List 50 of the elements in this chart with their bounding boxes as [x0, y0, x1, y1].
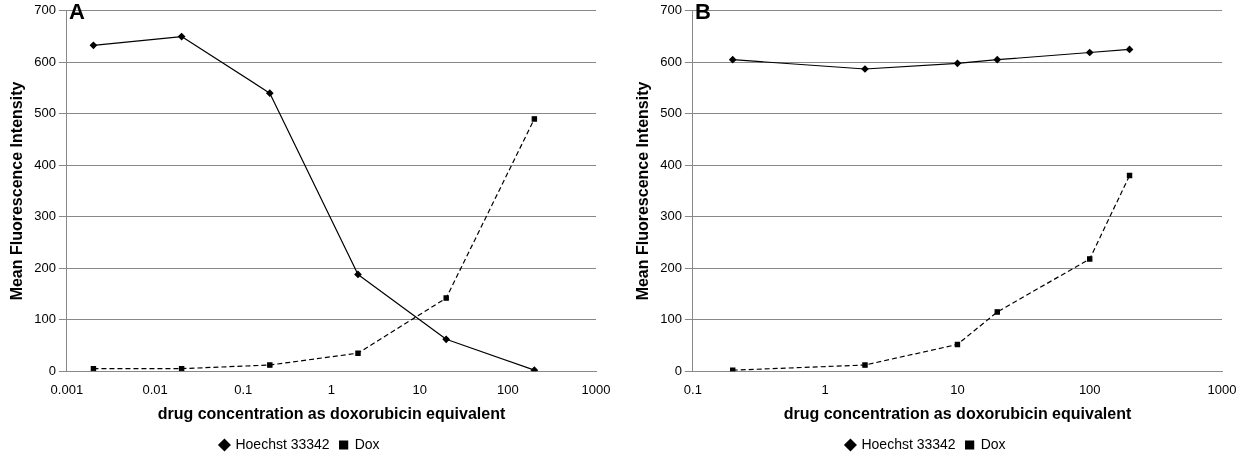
- y-tick-label: 300: [660, 208, 682, 224]
- point: [89, 41, 98, 49]
- y-tick-label: 600: [34, 53, 56, 69]
- y-tick-label: 700: [34, 2, 56, 18]
- y-tick-label: 100: [34, 311, 56, 327]
- x-tick-label: 100: [1078, 381, 1101, 397]
- point: [90, 365, 97, 372]
- x-tick-label: 0.1: [683, 381, 702, 397]
- point: [178, 32, 186, 41]
- y-axis-title: Mean Fluorescence Intensity: [8, 81, 26, 301]
- y-tick-label: 500: [34, 105, 56, 121]
- annotation: B: [694, 0, 711, 25]
- x-tick-label: 10: [950, 381, 965, 397]
- y-tick-label: 300: [34, 208, 56, 224]
- point: [267, 362, 273, 368]
- point: [442, 335, 450, 343]
- x-tick-label: 0.001: [50, 381, 84, 397]
- y-tick-label: 400: [34, 156, 56, 172]
- legend-label: Dox: [354, 435, 380, 452]
- y-tick-label: 0: [48, 362, 56, 378]
- point: [266, 89, 274, 97]
- x-tick-label: 1000: [1207, 381, 1237, 397]
- annotation: A: [68, 0, 85, 25]
- y-tick-label: 600: [660, 53, 682, 69]
- point: [530, 366, 538, 372]
- x-tick-label: 1: [327, 381, 336, 397]
- y-tick-label: 100: [660, 311, 682, 327]
- y-tick-label: 400: [660, 156, 682, 172]
- y-tick-label: 200: [660, 259, 682, 275]
- y-tick-label: 0: [674, 362, 682, 378]
- x-tick-label: 1000: [581, 381, 611, 397]
- x-tick-label: 0.1: [234, 381, 253, 397]
- legend-label: Hoechst 33342: [861, 435, 956, 452]
- x-tick-label: 1: [821, 381, 829, 397]
- y-tick-label: 200: [34, 259, 56, 275]
- y-tick-label: 500: [660, 105, 682, 121]
- point: [355, 350, 361, 356]
- x-tick-label: 0.01: [142, 381, 168, 397]
- x-tick-label: 100: [496, 381, 519, 397]
- legend-label: Hoechst 33342: [235, 435, 330, 452]
- x-axis-title: drug concentration as doxorubicin equivalent: [157, 404, 506, 422]
- x-axis-title: drug concentration as doxorubicin equivalent: [783, 404, 1132, 422]
- y-tick-label: 700: [660, 2, 682, 18]
- point: [354, 270, 362, 279]
- x-tick-label: 10: [412, 381, 427, 397]
- point: [443, 295, 449, 301]
- legend-label: Dox: [980, 435, 1006, 452]
- point: [531, 116, 538, 122]
- y-axis-title: Mean Fluorescence Intensity: [634, 81, 652, 301]
- point: [178, 365, 185, 372]
